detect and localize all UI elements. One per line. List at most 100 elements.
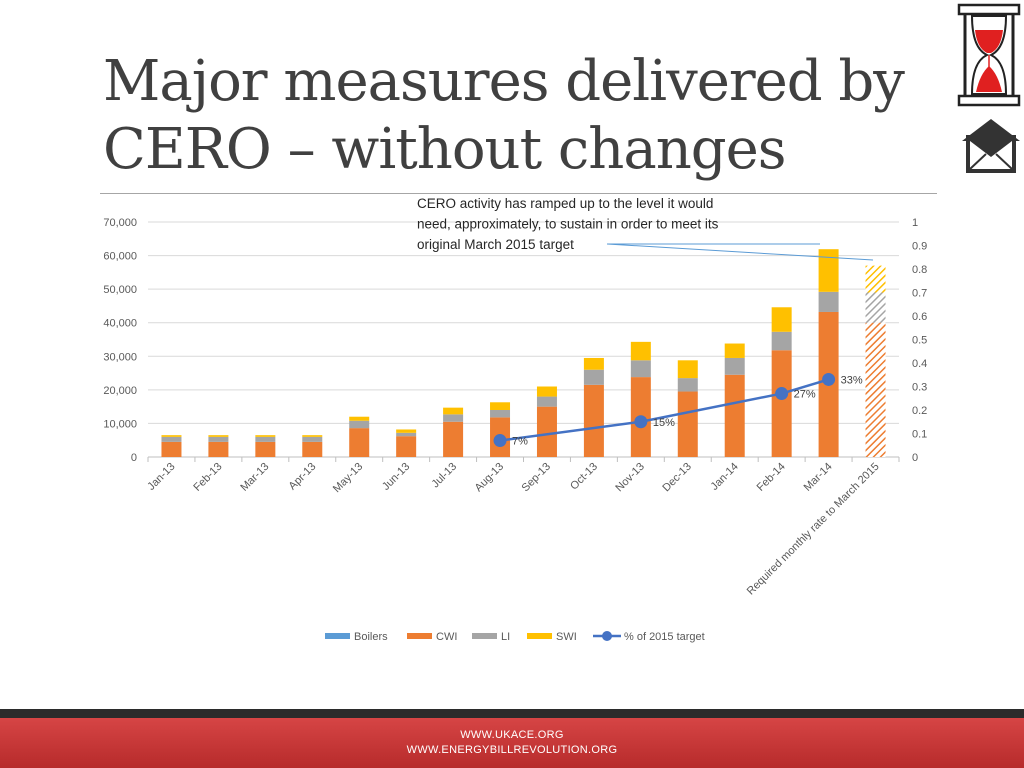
legend-swatch <box>472 633 497 639</box>
bar-swi <box>490 402 511 410</box>
legend-label: % of 2015 target <box>624 631 705 643</box>
target-line-segment <box>499 420 642 442</box>
slide-title-line2: CERO – without changes <box>103 117 787 182</box>
target-line-segment <box>640 392 782 423</box>
y-tick-label: 0 <box>131 452 137 464</box>
annotation-callout-line <box>606 243 874 261</box>
target-point <box>775 387 789 401</box>
y2-tick-label: 1 <box>912 217 918 229</box>
y2-tick-label: 0.2 <box>912 405 927 417</box>
footer-link-ukace[interactable]: WWW.UKACE.ORG <box>460 729 564 741</box>
x-tick-label: Sep-13 <box>520 461 554 495</box>
y2-tick-label: 0.1 <box>912 429 927 441</box>
bar-li <box>677 378 698 392</box>
bar-cwi <box>677 391 698 457</box>
y-tick-label: 10,000 <box>103 418 137 430</box>
y2-tick-label: 0.4 <box>912 358 927 370</box>
bar-swi <box>583 357 604 370</box>
x-tick-label: Dec-13 <box>660 461 694 495</box>
target-line-segment <box>781 378 829 395</box>
bar-li <box>536 396 557 407</box>
target-data-label: 7% <box>512 436 528 448</box>
slide-title: Major measures delivered by CERO – witho… <box>103 48 923 184</box>
footer-divider <box>0 709 1024 718</box>
y-tick-label: 70,000 <box>103 217 137 229</box>
x-tick-label: Jan-14 <box>709 461 741 493</box>
bar-cwi <box>583 384 604 457</box>
bar-li <box>443 414 464 422</box>
footer-link-energybillrevolution[interactable]: WWW.ENERGYBILLREVOLUTION.ORG <box>406 744 618 756</box>
bar-li <box>349 420 370 429</box>
chart: 0 10,000 20,000 30,000 40,000 50,000 60,000 70,… <box>103 196 927 643</box>
annotation-text: original March 2015 target <box>417 237 574 252</box>
bar-swi <box>818 249 839 292</box>
bar-li <box>724 357 745 375</box>
x-tick-label: Jan-13 <box>145 461 177 493</box>
legend-label: SWI <box>556 631 577 643</box>
bar-li <box>865 292 886 323</box>
bar-cwi <box>208 441 229 457</box>
bar-cwi <box>771 350 792 457</box>
y-tick-label: 60,000 <box>103 251 137 263</box>
chart-legend: Boilers CWI LI SWI % of 2015 target <box>325 631 705 643</box>
legend-marker-swatch <box>602 631 612 641</box>
bar-swi <box>208 435 229 437</box>
bar-cwi <box>865 322 886 457</box>
x-tick-label: Nov-13 <box>613 461 647 495</box>
bar-swi <box>771 307 792 332</box>
target-point <box>634 415 648 429</box>
bar-cwi <box>302 441 323 457</box>
hourglass-icon <box>957 3 1021 107</box>
bar-swi <box>677 360 698 379</box>
footer-bar <box>0 718 1024 768</box>
y-tick-label: 40,000 <box>103 318 137 330</box>
x-tick-label: Feb-13 <box>191 461 224 494</box>
annotation-text: CERO activity has ramped up to the level… <box>417 196 713 211</box>
legend-label: CWI <box>436 631 457 643</box>
chart-annotation: CERO activity has ramped up to the level… <box>417 196 874 261</box>
bar-li <box>255 436 276 442</box>
bar-swi <box>536 386 557 397</box>
house-envelope-icon <box>962 119 1020 173</box>
y2-tick-label: 0 <box>912 452 918 464</box>
bar-li <box>630 360 651 378</box>
y-tick-label: 50,000 <box>103 284 137 296</box>
bar-li <box>583 369 604 385</box>
bar-li <box>161 436 182 442</box>
target-point <box>493 434 507 448</box>
x-tick-label: Apr-13 <box>287 461 319 493</box>
target-point <box>822 372 836 386</box>
y2-tick-label: 0.8 <box>912 264 927 276</box>
bar-cwi <box>161 441 182 457</box>
target-data-label: 27% <box>794 389 816 401</box>
bar-li <box>302 436 323 442</box>
annotation-text: need, approximately, to sustain in order… <box>417 217 719 232</box>
x-tick-label: Jul-13 <box>430 461 460 491</box>
bar-swi <box>865 265 886 293</box>
bar-swi <box>302 435 323 437</box>
bar-series <box>161 249 886 457</box>
y2-tick-label: 0.3 <box>912 382 927 394</box>
bar-swi <box>724 343 745 358</box>
bar-swi <box>349 416 370 421</box>
bar-li <box>490 410 511 418</box>
target-line-series: 7% 15% 27% 33% <box>493 372 863 448</box>
x-tick-label: Oct-13 <box>568 461 600 493</box>
bar-swi <box>396 429 417 433</box>
title-divider <box>100 193 937 194</box>
bar-cwi <box>724 374 745 457</box>
legend-swatch <box>407 633 432 639</box>
bar-cwi <box>396 436 417 457</box>
bar-swi <box>161 435 182 437</box>
y2-tick-label: 0.7 <box>912 288 927 300</box>
bar-swi <box>630 341 651 361</box>
slide-title-line1: Major measures delivered by <box>103 49 905 114</box>
target-data-label: 15% <box>653 417 675 429</box>
x-tick-label: Feb-14 <box>755 461 788 494</box>
bar-cwi <box>536 406 557 457</box>
bar-li <box>208 436 229 442</box>
y2-tick-label: 0.5 <box>912 335 927 347</box>
x-tick-label: Mar-13 <box>238 461 271 494</box>
y2-tick-label: 0.6 <box>912 311 927 323</box>
x-tick-label: Mar-14 <box>802 461 835 494</box>
